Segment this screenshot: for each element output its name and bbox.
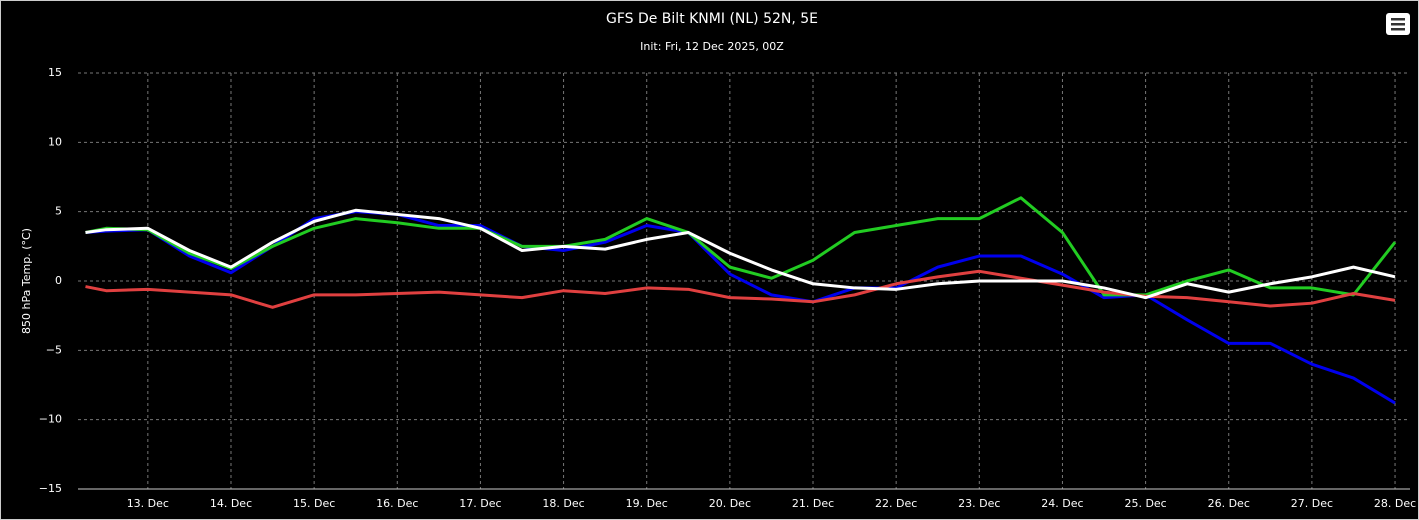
- y-tick-label: 10: [48, 135, 62, 148]
- y-tick-label: −10: [39, 413, 62, 426]
- x-tick-label: 19. Dec: [626, 497, 668, 510]
- x-tick-label: 23. Dec: [958, 497, 1000, 510]
- x-tick-label: 26. Dec: [1208, 497, 1250, 510]
- y-tick-label: 0: [55, 274, 62, 287]
- x-tick-label: 27. Dec: [1291, 497, 1333, 510]
- series-line: [85, 196, 1397, 297]
- x-tick-label: 13. Dec: [127, 497, 169, 510]
- x-tick-label: 24. Dec: [1041, 497, 1083, 510]
- x-tick-label: 15. Dec: [293, 497, 335, 510]
- x-tick-label: 20. Dec: [709, 497, 751, 510]
- y-tick-label: 15: [48, 66, 62, 79]
- x-tick-label: 21. Dec: [792, 497, 834, 510]
- x-tick-label: 22. Dec: [875, 497, 917, 510]
- menu-icon-bar: [1391, 23, 1405, 26]
- x-tick-label: 18. Dec: [542, 497, 584, 510]
- x-tick-label: 25. Dec: [1124, 497, 1166, 510]
- x-tick-label: 17. Dec: [459, 497, 501, 510]
- y-tick-label: −15: [39, 482, 62, 495]
- x-tick-label: 16. Dec: [376, 497, 418, 510]
- x-tick-label: 14. Dec: [210, 497, 252, 510]
- y-tick-label: −5: [46, 343, 62, 356]
- y-tick-label: 5: [55, 205, 62, 218]
- series-line: [85, 269, 1396, 309]
- x-tick-label: 28. Dec: [1374, 497, 1416, 510]
- series-line: [85, 210, 1396, 405]
- chart-subtitle: Init: Fri, 12 Dec 2025, 00Z: [640, 40, 784, 53]
- y-axis-label: 850 hPa Temp. (°C): [20, 228, 33, 334]
- chart-title: GFS De Bilt KNMI (NL) 52N, 5E: [606, 11, 818, 27]
- series-line: [85, 208, 1396, 300]
- menu-button[interactable]: [1386, 13, 1410, 35]
- menu-icon-bar: [1391, 18, 1405, 21]
- menu-icon-bar: [1391, 28, 1405, 31]
